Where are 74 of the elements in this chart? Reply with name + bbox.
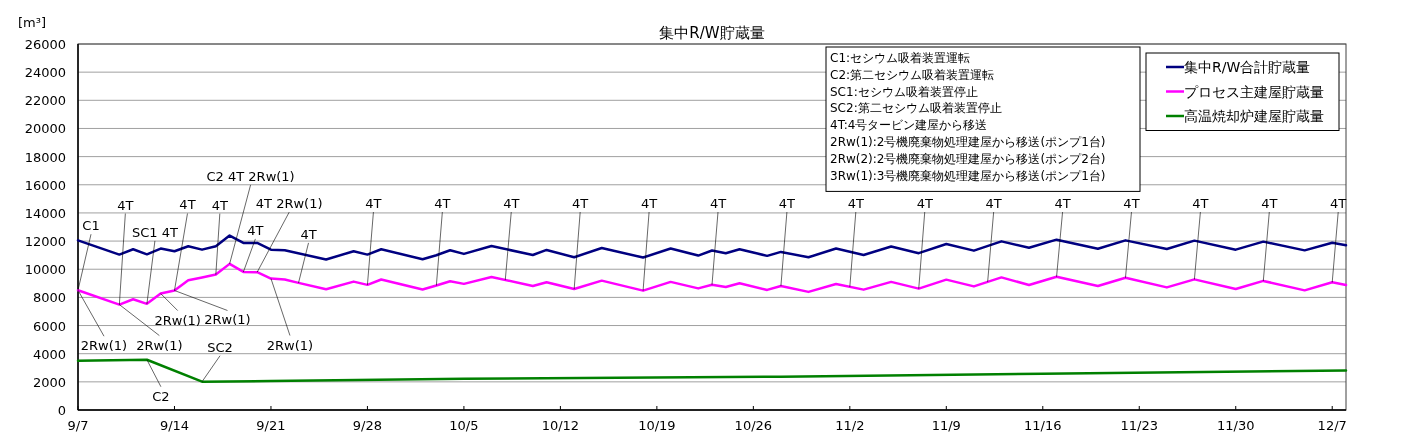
annotation: 4T — [247, 222, 264, 238]
annotation: 4T — [434, 196, 451, 211]
y-axis-title: [m³] — [18, 15, 47, 30]
annotation: C2 — [152, 388, 170, 404]
x-tick-label: 9/14 — [159, 418, 190, 433]
annotation: C2 4T 2Rw(1) — [206, 168, 295, 184]
y-tick-label: 10000 — [24, 262, 66, 278]
annotation: 4T — [640, 196, 658, 211]
annotation: 4T — [1054, 196, 1071, 211]
y-tick-label: 22000 — [24, 93, 66, 109]
y-tick-label: 14000 — [24, 205, 66, 221]
annotation: SC2 — [207, 339, 233, 355]
annotation: 4T — [778, 196, 796, 211]
annotation: 4T — [211, 197, 228, 213]
x-tick-label: 11/9 — [931, 418, 961, 433]
annotation: 2Rw(1) — [204, 312, 251, 328]
annotation: 4T — [300, 226, 317, 242]
annotation: C2:第二セシウム吸着装置運転 — [830, 67, 995, 82]
annotation: 4T — [117, 197, 134, 213]
y-tick-label: 0 — [57, 403, 66, 418]
x-tick-label: 9/7 — [67, 418, 89, 433]
annotation: 2Rw(1) — [80, 338, 128, 354]
annotation: 4T — [847, 196, 864, 211]
annotation: 4T — [572, 196, 589, 211]
annotation: 4T — [1330, 196, 1347, 211]
annotation: 4T — [365, 196, 382, 211]
y-tick-label: 4000 — [32, 346, 66, 362]
annotation: 2Rw(1) — [136, 337, 183, 353]
annotation: 4T — [1261, 196, 1278, 211]
y-tick-label: 8000 — [32, 290, 66, 306]
annotation: 2Rw(2):2号機廃棄物処理建屋から移送(ポンプ2台) — [830, 151, 1106, 166]
x-tick-label: 10/5 — [449, 418, 479, 433]
annotation: 4T — [179, 197, 196, 213]
x-tick-label: 10/26 — [734, 418, 773, 433]
x-tick-label: 9/21 — [256, 418, 286, 433]
y-tick-label: 18000 — [24, 149, 66, 165]
annotation: 4T:4号タービン建屋から移送 — [830, 118, 988, 133]
annotation: 4T — [709, 196, 727, 211]
line-series — [76, 358, 1348, 383]
annotation: SC1:セシウム吸着装置停止 — [830, 84, 978, 99]
x-tick-label: 11/23 — [1120, 418, 1158, 433]
annotation: SC1 4T — [131, 224, 178, 240]
annotation: 4T — [1123, 196, 1140, 211]
annotation: 4T 2Rw(1) — [255, 196, 323, 212]
x-tick-label: 9/28 — [352, 418, 383, 433]
legend-label: 集中R/W合計貯蔵量 — [1184, 59, 1311, 75]
x-tick-label: 11/16 — [1024, 418, 1062, 433]
x-tick-label: 12/7 — [1317, 418, 1347, 433]
annotation: 2Rw(1):2号機廃棄物処理建屋から移送(ポンプ1台) — [830, 135, 1106, 149]
y-tick-label: 20000 — [24, 121, 66, 137]
annotation: 4T — [985, 196, 1002, 211]
y-tick-label: 24000 — [24, 65, 66, 81]
legend-label: プロセス主建屋貯蔵量 — [1184, 83, 1324, 100]
legend-label: 高温焼却炉建屋貯蔵量 — [1184, 108, 1324, 124]
x-tick-label: 10/12 — [541, 418, 580, 433]
annotation: SC2:第二セシウム吸着装置停止 — [830, 101, 1002, 116]
x-tick-label: 10/19 — [638, 418, 676, 433]
annotation: 4T — [1192, 196, 1209, 211]
annotation: C1:セシウム吸着装置運転 — [830, 51, 971, 65]
chart-title: 集中R/W貯蔵量 — [659, 24, 765, 42]
x-tick-label: 11/2 — [835, 418, 865, 433]
annotation: 4T — [916, 196, 933, 211]
x-tick-label: 11/30 — [1217, 418, 1255, 433]
y-tick-label: 26000 — [24, 37, 66, 52]
line-series — [76, 262, 1348, 306]
y-tick-label: 6000 — [32, 318, 66, 334]
y-tick-label: 16000 — [24, 177, 66, 193]
annotation: 2Rw(1) — [154, 312, 201, 328]
annotation: C1 — [82, 218, 100, 234]
annotation: 4T — [503, 196, 520, 211]
y-tick-label: 12000 — [24, 234, 66, 250]
annotation: 3Rw(1):3号機廃棄物処理建屋から移送(ポンプ1台) — [830, 168, 1106, 183]
y-tick-label: 2000 — [32, 374, 66, 390]
annotation: 2Rw(1) — [266, 337, 314, 353]
